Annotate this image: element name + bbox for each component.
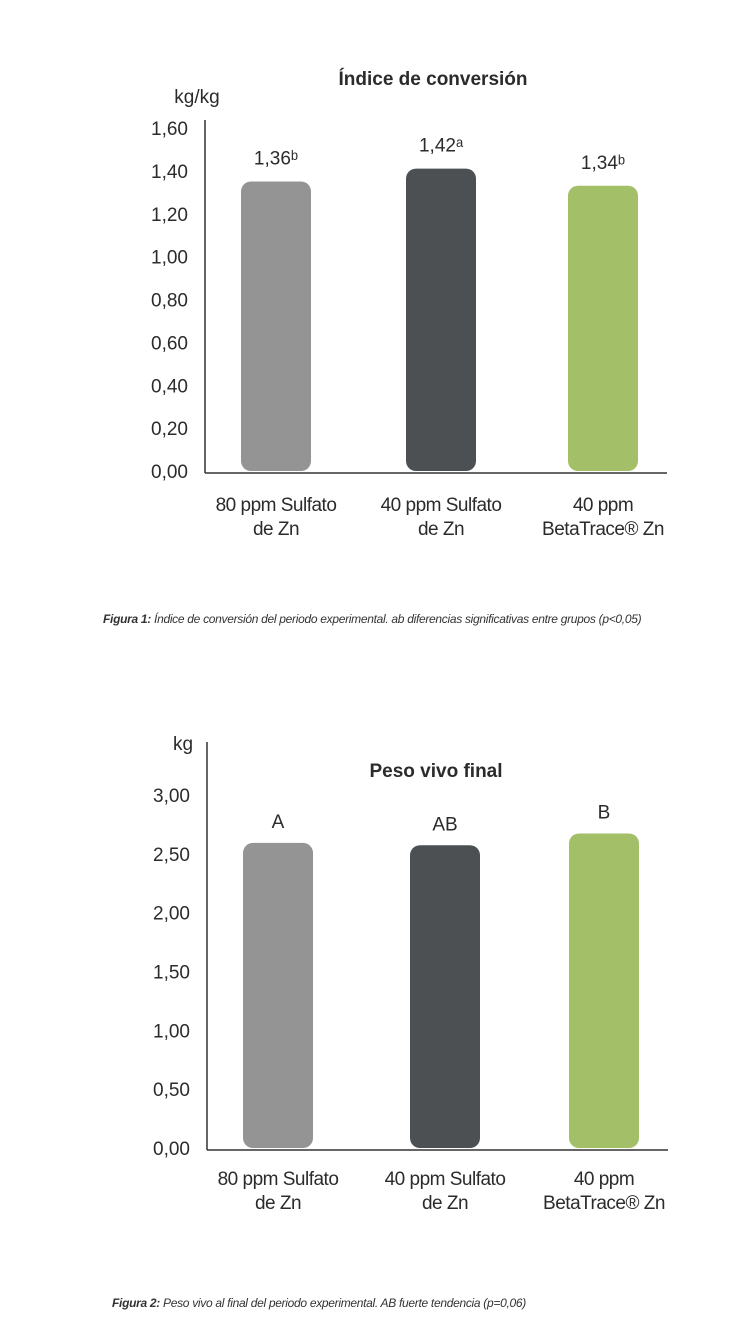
y-tick-label: 1,40 [151,162,188,183]
y-tick-label: 0,50 [153,1080,190,1101]
x-tick-label: 40 ppm BetaTrace® Zn [542,495,664,540]
bar [568,185,638,472]
y-tick-label: 1,00 [151,248,188,269]
y-tick-label: 0,00 [153,1139,190,1160]
x-tick-label: 80 ppm Sulfato de Zn [215,495,337,540]
caption-label: Figura 2: [112,1296,160,1310]
x-tick-label: 40 ppm Sulfato de Zn [380,495,502,540]
y-tick-label: 0,60 [151,333,188,354]
y-axis-label: kg [173,734,193,755]
y-tick-label: 0,20 [151,419,188,440]
group-label: AB [432,814,457,835]
x-tick-label: 40 ppm Sulfato de Zn [384,1169,506,1214]
y-tick-label: 2,00 [153,904,190,925]
value-label: 1,34ᵇ [581,153,625,174]
y-axis-label: kg/kg [174,87,219,108]
bar [241,181,311,471]
x-tick-label: 40 ppm BetaTrace® Zn [543,1169,665,1214]
group-label: B [598,802,611,823]
value-label: 1,36ᵇ [254,148,298,169]
y-tick-label: 1,50 [153,963,190,984]
y-tick-label: 1,20 [151,205,188,226]
caption-text: Índice de conversión del periodo experim… [154,612,642,626]
y-tick-label: 3,00 [153,786,190,807]
bar [569,833,639,1148]
bar [243,842,313,1148]
chart-title: Peso vivo final [369,761,502,782]
caption-text: Peso vivo al final del periodo experimen… [163,1296,526,1310]
y-tick-label: 1,00 [153,1021,190,1042]
bar [406,168,476,471]
y-tick-label: 0,00 [151,462,188,483]
y-tick-label: 0,80 [151,291,188,312]
group-label: A [272,812,285,833]
caption: Figura 2: Peso vivo al final del periodo… [112,1296,526,1310]
caption-label: Figura 1: [103,612,151,626]
chart-title: Índice de conversión [339,68,528,90]
bar [410,845,480,1148]
y-tick-label: 2,50 [153,845,190,866]
x-tick-label: 80 ppm Sulfato de Zn [217,1169,339,1214]
caption: Figura 1: Índice de conversión del perio… [103,612,642,626]
y-tick-label: 1,60 [151,119,188,140]
value-label: 1,42ᵃ [419,136,464,157]
y-tick-label: 0,40 [151,376,188,397]
